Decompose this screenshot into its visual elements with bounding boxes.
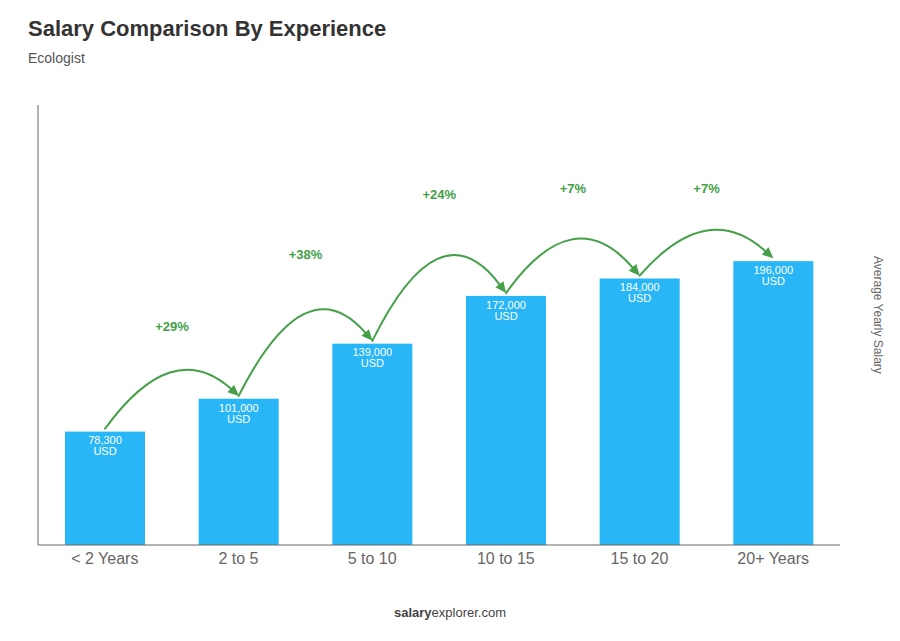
svg-text:2 to 5: 2 to 5	[218, 550, 258, 567]
svg-text:196,000USD: 196,000USD	[753, 264, 793, 287]
svg-text:172,000USD: 172,000USD	[486, 299, 526, 322]
svg-text:5 to 10: 5 to 10	[348, 550, 397, 567]
svg-text:15 to 20: 15 to 20	[611, 550, 669, 567]
html-text:Average Yearly Salary: Average Yearly Salary	[871, 256, 885, 374]
svg-text:+7%: +7%	[693, 181, 720, 196]
svg-text:101,000USD: 101,000USD	[219, 402, 259, 425]
svg-text:184,000USD: 184,000USD	[620, 281, 660, 304]
svg-text:+38%: +38%	[289, 247, 323, 262]
svg-text:78,300USD: 78,300USD	[88, 434, 122, 457]
svg-text:+29%: +29%	[155, 319, 189, 334]
svg-text:139,000USD: 139,000USD	[352, 346, 392, 369]
svg-text:< 2 Years: < 2 Years	[71, 550, 138, 567]
html-text:salary explorer.com: salary explorer.com	[394, 605, 506, 620]
svg-text:+7%: +7%	[560, 181, 587, 196]
svg-text:10 to 15: 10 to 15	[477, 550, 535, 567]
html-text:Salary Comparison By Experienc: Salary Comparison By Experience	[28, 16, 387, 41]
svg-text:20+ Years: 20+ Years	[737, 550, 809, 567]
html-text:Ecologist: Ecologist	[28, 50, 85, 66]
svg-text:+24%: +24%	[422, 187, 456, 202]
